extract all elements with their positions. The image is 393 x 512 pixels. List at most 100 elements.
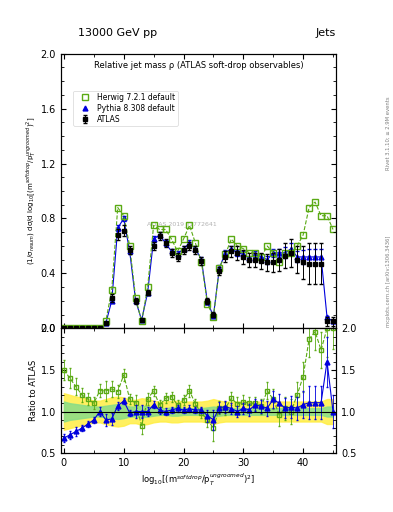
Herwig 7.2.1 default	[253, 250, 258, 256]
Pythia 8.308 default	[283, 250, 288, 256]
Pythia 8.308 default	[103, 321, 108, 327]
Pythia 8.308 default	[289, 246, 294, 252]
Pythia 8.308 default	[116, 225, 120, 231]
Herwig 7.2.1 default	[295, 243, 299, 249]
Herwig 7.2.1 default	[187, 222, 192, 228]
Herwig 7.2.1 default	[68, 325, 72, 331]
Herwig 7.2.1 default	[121, 212, 126, 219]
Pythia 8.308 default	[139, 317, 144, 323]
Pythia 8.308 default	[187, 240, 192, 246]
Line: Pythia 8.308 default: Pythia 8.308 default	[61, 216, 336, 331]
Line: Herwig 7.2.1 default: Herwig 7.2.1 default	[61, 199, 336, 331]
Pythia 8.308 default	[217, 265, 222, 271]
Herwig 7.2.1 default	[157, 226, 162, 232]
Text: Jets: Jets	[316, 28, 336, 38]
Herwig 7.2.1 default	[199, 260, 204, 266]
Pythia 8.308 default	[175, 251, 180, 257]
Text: mcplots.cern.ch [arXiv:1306.3436]: mcplots.cern.ch [arXiv:1306.3436]	[386, 236, 391, 327]
Herwig 7.2.1 default	[325, 212, 329, 219]
Pythia 8.308 default	[85, 325, 90, 331]
Pythia 8.308 default	[295, 254, 299, 260]
Herwig 7.2.1 default	[289, 250, 294, 256]
Pythia 8.308 default	[313, 254, 318, 260]
Pythia 8.308 default	[271, 250, 275, 256]
Pythia 8.308 default	[181, 246, 186, 252]
Pythia 8.308 default	[151, 236, 156, 242]
Herwig 7.2.1 default	[79, 325, 84, 331]
Herwig 7.2.1 default	[259, 254, 264, 260]
Herwig 7.2.1 default	[85, 325, 90, 331]
Herwig 7.2.1 default	[217, 265, 222, 271]
Text: Relative jet mass ρ (ATLAS soft-drop observables): Relative jet mass ρ (ATLAS soft-drop obs…	[94, 60, 303, 70]
Herwig 7.2.1 default	[193, 240, 198, 246]
Pythia 8.308 default	[325, 314, 329, 321]
Pythia 8.308 default	[193, 246, 198, 252]
Herwig 7.2.1 default	[319, 212, 323, 219]
Pythia 8.308 default	[199, 257, 204, 263]
Herwig 7.2.1 default	[247, 250, 252, 256]
Pythia 8.308 default	[247, 255, 252, 262]
Herwig 7.2.1 default	[223, 251, 228, 257]
Pythia 8.308 default	[319, 254, 323, 260]
Herwig 7.2.1 default	[151, 222, 156, 228]
Herwig 7.2.1 default	[241, 246, 246, 252]
Pythia 8.308 default	[253, 251, 258, 257]
Herwig 7.2.1 default	[97, 325, 102, 331]
Herwig 7.2.1 default	[163, 226, 168, 232]
Herwig 7.2.1 default	[307, 204, 312, 210]
Herwig 7.2.1 default	[169, 236, 174, 242]
Herwig 7.2.1 default	[277, 260, 281, 266]
Pythia 8.308 default	[127, 248, 132, 254]
Pythia 8.308 default	[241, 251, 246, 257]
Herwig 7.2.1 default	[229, 236, 234, 242]
Herwig 7.2.1 default	[301, 232, 305, 238]
Herwig 7.2.1 default	[331, 226, 335, 232]
Herwig 7.2.1 default	[133, 295, 138, 301]
Pythia 8.308 default	[211, 313, 216, 319]
Pythia 8.308 default	[73, 325, 78, 331]
Pythia 8.308 default	[223, 250, 228, 256]
Pythia 8.308 default	[277, 250, 281, 256]
Herwig 7.2.1 default	[109, 287, 114, 293]
Herwig 7.2.1 default	[92, 325, 96, 331]
Pythia 8.308 default	[235, 250, 240, 256]
Herwig 7.2.1 default	[145, 284, 150, 290]
Pythia 8.308 default	[331, 318, 335, 325]
Pythia 8.308 default	[79, 325, 84, 331]
Herwig 7.2.1 default	[103, 318, 108, 325]
Y-axis label: (1/σ$_{resum}$) dσ/d log$_{10}$[(m$^{soft drop}$/p$_T^{ungroomed}$)$^2$]: (1/σ$_{resum}$) dσ/d log$_{10}$[(m$^{sof…	[25, 117, 38, 265]
Herwig 7.2.1 default	[271, 250, 275, 256]
Herwig 7.2.1 default	[235, 243, 240, 249]
Pythia 8.308 default	[92, 325, 96, 331]
Herwig 7.2.1 default	[127, 243, 132, 249]
Herwig 7.2.1 default	[139, 318, 144, 325]
Pythia 8.308 default	[169, 248, 174, 254]
Legend: Herwig 7.2.1 default, Pythia 8.308 default, ATLAS: Herwig 7.2.1 default, Pythia 8.308 defau…	[73, 91, 178, 126]
Pythia 8.308 default	[301, 254, 305, 260]
Text: ATLAS 2019_I1772641: ATLAS 2019_I1772641	[147, 221, 217, 227]
Herwig 7.2.1 default	[73, 325, 78, 331]
Herwig 7.2.1 default	[62, 325, 66, 331]
Pythia 8.308 default	[307, 254, 312, 260]
Pythia 8.308 default	[109, 298, 114, 304]
Pythia 8.308 default	[157, 232, 162, 238]
Text: Rivet 3.1.10; ≥ 2.9M events: Rivet 3.1.10; ≥ 2.9M events	[386, 96, 391, 170]
Pythia 8.308 default	[163, 240, 168, 246]
Text: 13000 GeV pp: 13000 GeV pp	[78, 28, 158, 38]
Herwig 7.2.1 default	[175, 248, 180, 254]
Pythia 8.308 default	[121, 216, 126, 222]
Herwig 7.2.1 default	[211, 314, 216, 321]
X-axis label: log$_{10}$[(m$^{soft drop}$/p$_T^{ungroomed}$)$^2$]: log$_{10}$[(m$^{soft drop}$/p$_T^{ungroo…	[141, 472, 255, 488]
Pythia 8.308 default	[259, 254, 264, 260]
Pythia 8.308 default	[68, 325, 72, 331]
Herwig 7.2.1 default	[313, 199, 318, 205]
Pythia 8.308 default	[62, 325, 66, 331]
Pythia 8.308 default	[97, 325, 102, 331]
Herwig 7.2.1 default	[265, 243, 270, 249]
Herwig 7.2.1 default	[116, 204, 120, 210]
Pythia 8.308 default	[133, 298, 138, 304]
Pythia 8.308 default	[229, 246, 234, 252]
Pythia 8.308 default	[145, 290, 150, 296]
Herwig 7.2.1 default	[181, 236, 186, 242]
Herwig 7.2.1 default	[283, 250, 288, 256]
